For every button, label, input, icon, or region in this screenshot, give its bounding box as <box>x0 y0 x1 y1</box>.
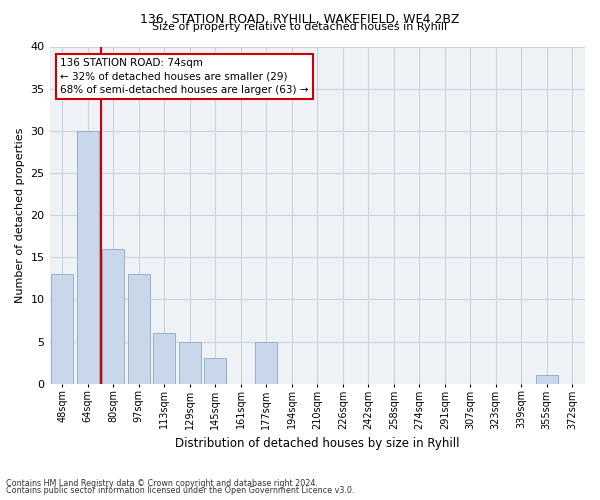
Bar <box>205 358 226 384</box>
X-axis label: Distribution of detached houses by size in Ryhill: Distribution of detached houses by size … <box>175 437 460 450</box>
Text: Contains HM Land Registry data © Crown copyright and database right 2024.: Contains HM Land Registry data © Crown c… <box>6 478 318 488</box>
Bar <box>128 274 149 384</box>
Text: 136, STATION ROAD, RYHILL, WAKEFIELD, WF4 2BZ: 136, STATION ROAD, RYHILL, WAKEFIELD, WF… <box>140 12 460 26</box>
Bar <box>103 249 124 384</box>
Y-axis label: Number of detached properties: Number of detached properties <box>15 128 25 303</box>
Text: Size of property relative to detached houses in Ryhill: Size of property relative to detached ho… <box>152 22 448 32</box>
Bar <box>52 274 73 384</box>
Text: Contains public sector information licensed under the Open Government Licence v3: Contains public sector information licen… <box>6 486 355 495</box>
Bar <box>256 342 277 384</box>
Bar <box>179 342 200 384</box>
Text: 136 STATION ROAD: 74sqm
← 32% of detached houses are smaller (29)
68% of semi-de: 136 STATION ROAD: 74sqm ← 32% of detache… <box>60 58 309 94</box>
Bar <box>77 131 98 384</box>
Bar <box>536 376 557 384</box>
Bar <box>154 333 175 384</box>
